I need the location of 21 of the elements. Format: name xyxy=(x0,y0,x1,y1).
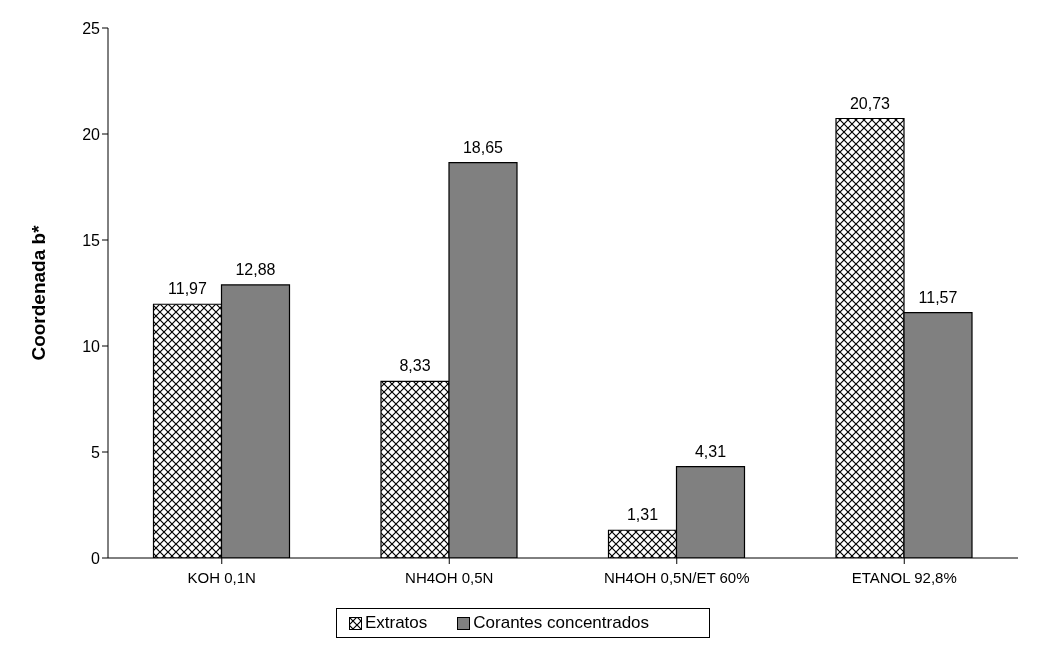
data-label: 12,88 xyxy=(235,260,276,278)
y-tick-label: 20 xyxy=(82,125,101,143)
data-label: 18,65 xyxy=(462,138,504,156)
y-tick-label: 15 xyxy=(82,231,101,249)
legend-label: Extratos xyxy=(363,613,428,633)
x-tick-label: ETANOL 92,8% xyxy=(851,568,957,586)
y-tick-label: 10 xyxy=(82,337,101,355)
data-label: 4,31 xyxy=(694,442,727,460)
data-label: 1,31 xyxy=(626,506,659,524)
legend-label: Corantes concentrados xyxy=(472,613,650,633)
x-tick-label: NH4OH 0,5N/ET 60% xyxy=(603,568,750,586)
y-axis-title: Coordenada b* xyxy=(27,224,49,361)
y-tick-label: 5 xyxy=(91,443,101,461)
x-tick-label: NH4OH 0,5N xyxy=(405,568,494,586)
x-tick-label: KOH 0,1N xyxy=(187,568,256,586)
y-tick-label: 25 xyxy=(82,19,101,37)
data-label: 11,97 xyxy=(168,280,208,298)
data-label: 20,73 xyxy=(849,94,891,112)
data-label: 8,33 xyxy=(399,357,431,375)
data-label: 11,57 xyxy=(918,288,958,306)
y-tick-label: 0 xyxy=(91,549,101,567)
